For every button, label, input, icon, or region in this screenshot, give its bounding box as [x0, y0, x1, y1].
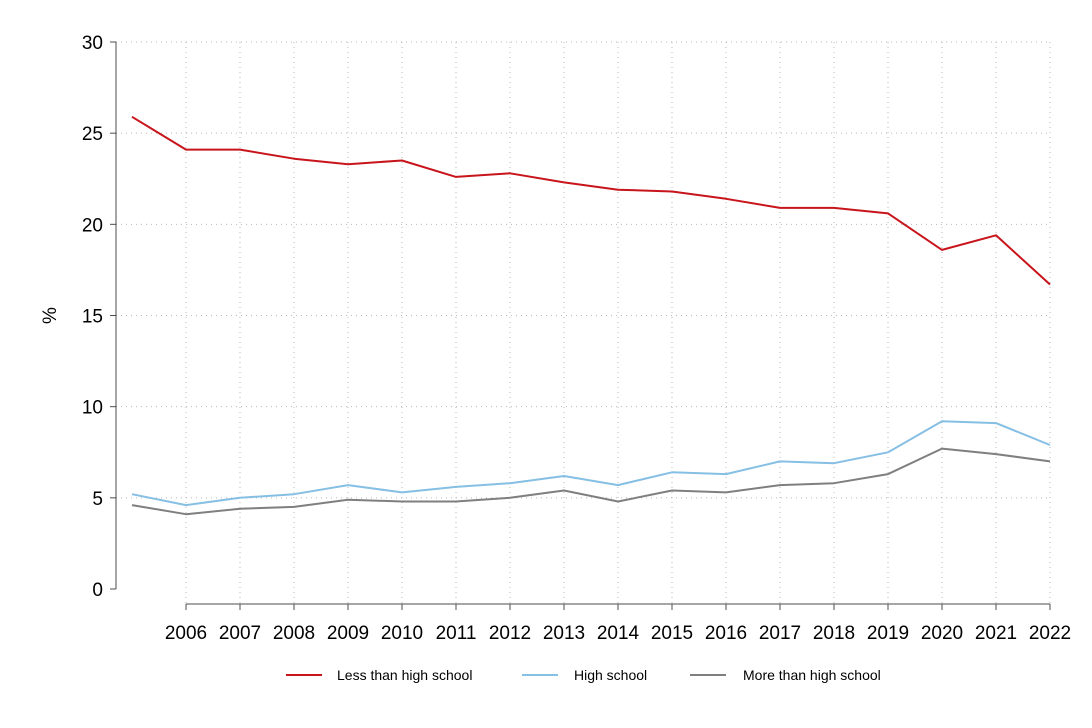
x-tick-label: 2012: [489, 623, 531, 644]
x-ticks: 2006 2007 2008 2009 2010 2011 2012 2013 2014 2015…: [165, 604, 1071, 644]
x-tick-label: 2006: [165, 623, 207, 644]
x-tick-label: 2010: [381, 623, 423, 644]
y-tick-label: 10: [82, 398, 103, 419]
legend: Less than high school High school More tha…: [286, 667, 881, 683]
y-tick-label: 25: [82, 124, 103, 145]
x-tick-label: 2016: [705, 623, 747, 644]
x-tick-label: 2022: [1029, 623, 1071, 644]
legend-label: High school: [574, 667, 647, 683]
legend-label: Less than high school: [337, 667, 472, 683]
x-tick-label: 2008: [273, 623, 315, 644]
series-line-2: [131, 420, 1051, 507]
gridlines: [116, 41, 1051, 604]
x-tick-label: 2014: [597, 623, 640, 644]
y-tick-label: 5: [92, 489, 103, 510]
y-ticks: 0 5 10 15 20 25 30: [82, 33, 116, 601]
x-tick-label: 2009: [327, 623, 369, 644]
y-tick-label: 30: [82, 33, 103, 54]
legend-label: More than high school: [743, 667, 881, 683]
x-tick-label: 2021: [975, 623, 1017, 644]
x-tick-label: 2019: [867, 623, 909, 644]
x-tick-label: 2011: [436, 623, 477, 644]
x-tick-label: 2007: [219, 623, 261, 644]
x-tick-label: 2015: [651, 623, 693, 644]
series-lines: [131, 115, 1051, 516]
y-tick-label: 15: [82, 307, 103, 328]
y-axis-title: %: [40, 307, 61, 324]
y-tick-label: 0: [92, 580, 103, 601]
series-line-3: [131, 447, 1051, 516]
x-tick-label: 2013: [543, 623, 585, 644]
x-tick-label: 2017: [759, 623, 801, 644]
x-tick-label: 2020: [921, 623, 963, 644]
y-tick-label: 20: [82, 215, 103, 236]
series-line-1: [131, 115, 1051, 286]
x-tick-label: 2018: [813, 623, 855, 644]
axes: [115, 42, 1050, 605]
